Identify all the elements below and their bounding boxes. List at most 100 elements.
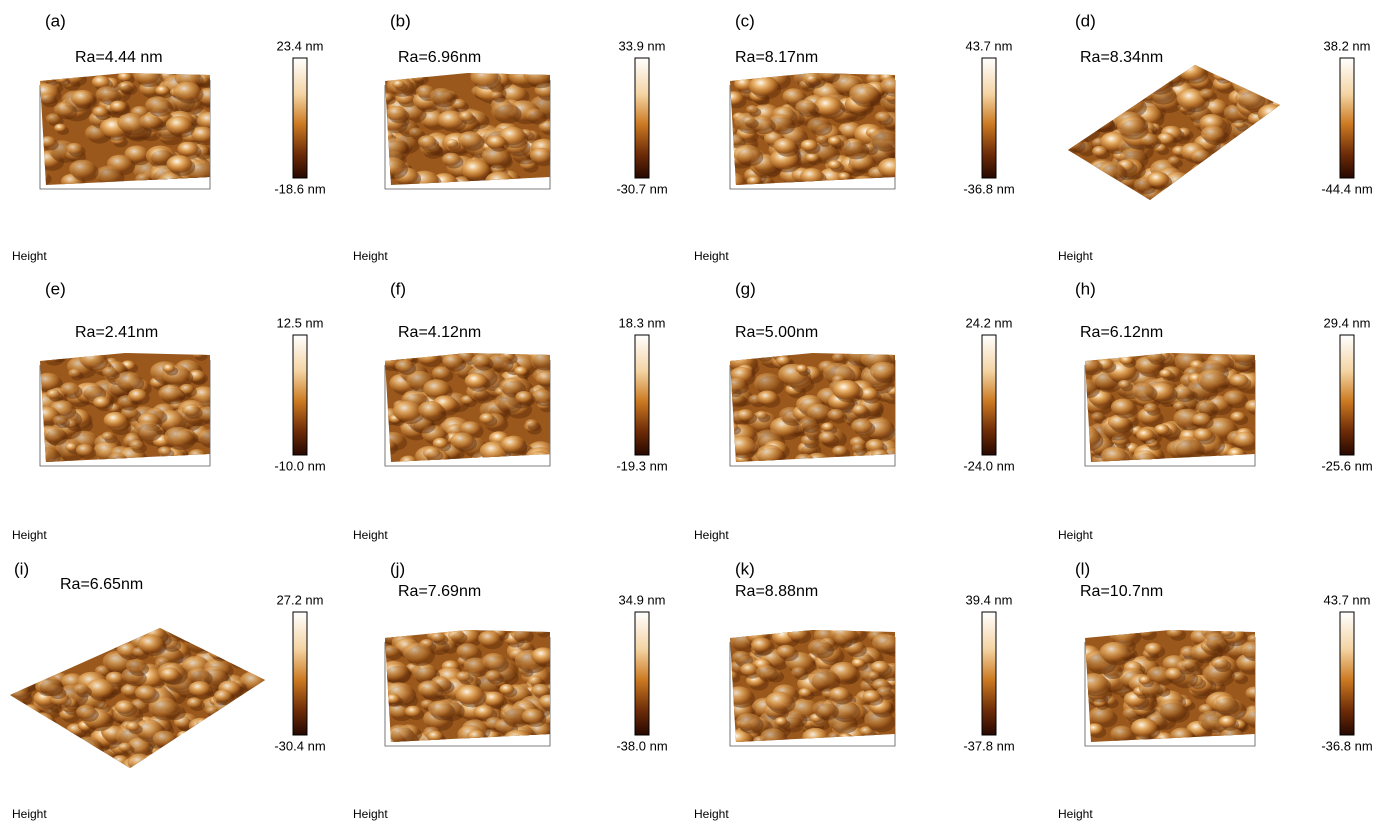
shadow [1067,70,1091,87]
grain [1230,344,1257,363]
roughness-label: Ra=2.41nm [75,324,158,341]
grain [196,719,208,728]
grain [20,636,49,656]
grain [742,116,755,125]
shadow [1234,73,1250,84]
grain [1102,86,1121,99]
shadow [84,757,102,769]
grain [69,739,85,750]
grain [184,630,214,651]
grain [66,143,82,154]
panel-label: (f) [390,279,406,298]
shadow [1085,176,1114,197]
panel: (c)Ra=8.17nmHeight43.7 nm-36.8 nm [694,11,1015,263]
grain [8,683,29,698]
grain [61,740,78,752]
grain [808,668,837,688]
grain [1230,374,1249,387]
grain [1196,400,1216,414]
shadow [1083,68,1113,89]
afm-image [376,625,567,753]
grain [73,683,89,694]
grain [393,401,422,421]
grain [31,713,54,729]
shadow [15,729,32,741]
shadow [1091,90,1115,107]
color-bar-min: -44.4 nm [1321,181,1372,196]
grain [28,444,58,465]
shadow [1252,72,1278,90]
shadow [1256,131,1286,152]
roughness-label: Ra=7.69nm [398,583,481,600]
roughness-label: Ra=6.96nm [398,49,481,66]
panel: (d)Ra=8.34nmHeight38.2 nm-44.4 nm [1058,11,1373,263]
shadow [1260,118,1283,134]
grain [798,688,811,697]
grain [377,137,407,158]
grain [832,445,847,456]
grain [491,102,518,121]
shadow [209,755,226,767]
grain [9,707,36,726]
grain [52,644,74,659]
shadow [64,743,81,755]
color-bar-max: 29.4 nm [1324,315,1371,330]
shadow [92,638,109,650]
grain [539,694,559,708]
grain [228,647,250,662]
grain [1245,687,1263,700]
roughness-label: Ra=4.44 nm [75,49,163,66]
grain [841,139,866,157]
shadow [1234,158,1250,169]
grain [1078,357,1100,372]
grain [430,88,453,104]
grain [1124,82,1145,97]
grain [1239,180,1262,196]
color-bar [293,612,307,735]
grain [485,172,513,192]
shadow [1269,150,1292,166]
grain [1230,412,1245,422]
grain [187,668,209,684]
grain [44,629,64,643]
color-bar-min: -10.0 nm [274,458,325,473]
shadow [1080,187,1103,203]
shadow [1089,94,1113,111]
shadow [1163,188,1191,208]
shadow [1127,85,1148,100]
grain [1172,437,1201,457]
grain [96,624,118,640]
grain [1209,184,1226,196]
shadow [27,632,49,648]
afm-image [28,347,223,473]
shadow [24,757,47,773]
grain [81,754,99,766]
grain [1212,695,1237,712]
grain [205,744,219,754]
afm-image [725,623,906,751]
shadow [10,721,23,730]
shadow [243,630,256,639]
grain [737,409,754,421]
grain [1211,657,1228,669]
afm-image [376,344,560,473]
grain [1086,723,1103,735]
grain [61,629,77,640]
grain [68,369,81,378]
shadow [1272,108,1287,118]
panel: (g)Ra=5.00nmHeight24.2 nm-24.0 nm [694,279,1015,542]
grain [808,639,831,655]
shadow [187,633,217,654]
shadow [244,633,270,651]
shadow [34,173,51,185]
shadow [1080,176,1097,188]
grain [79,750,98,763]
grain [167,155,193,173]
shadow [238,719,259,734]
grain [58,744,79,759]
grain [1209,168,1229,182]
grain [211,724,235,741]
grain [1241,181,1255,190]
grain [17,726,38,741]
grain [15,748,32,760]
